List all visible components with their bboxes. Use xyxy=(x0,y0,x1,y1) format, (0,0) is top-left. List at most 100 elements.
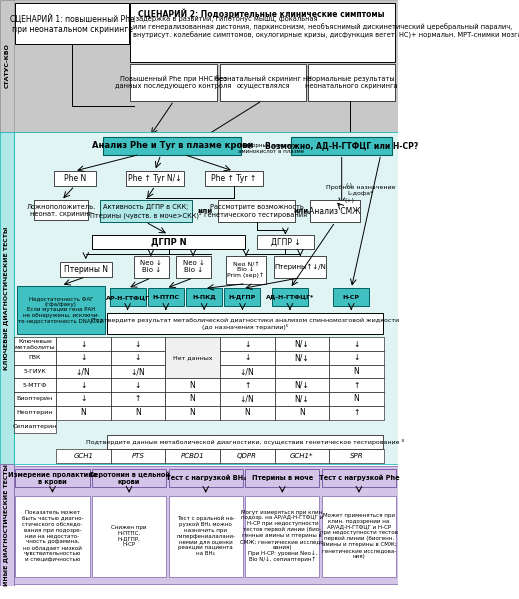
FancyBboxPatch shape xyxy=(218,201,295,222)
FancyBboxPatch shape xyxy=(14,132,398,464)
FancyBboxPatch shape xyxy=(225,289,261,306)
Text: GCH1: GCH1 xyxy=(73,453,93,459)
Text: ↓: ↓ xyxy=(135,340,141,349)
Text: Ключевые
метаболиты: Ключевые метаболиты xyxy=(15,339,55,350)
FancyBboxPatch shape xyxy=(308,63,394,101)
Text: АР-Н-ГТФЦГ: АР-Н-ГТФЦГ xyxy=(105,295,149,300)
Text: Показатель может
быть частью диагно-
стического обследо-
вания при подозре-
нии : Показатель может быть частью диагно- сти… xyxy=(22,510,83,562)
Text: ↑: ↑ xyxy=(244,381,250,390)
FancyBboxPatch shape xyxy=(130,63,217,101)
FancyBboxPatch shape xyxy=(130,3,395,62)
FancyBboxPatch shape xyxy=(226,256,266,283)
Text: ↓: ↓ xyxy=(80,395,87,404)
Text: ↑: ↑ xyxy=(353,381,360,390)
FancyBboxPatch shape xyxy=(134,256,169,278)
Text: N/↓: N/↓ xyxy=(294,340,309,349)
FancyBboxPatch shape xyxy=(53,171,96,186)
FancyBboxPatch shape xyxy=(322,496,396,577)
FancyBboxPatch shape xyxy=(275,392,329,406)
Text: Тест с нагрузкой Phe: Тест с нагрузкой Phe xyxy=(319,475,399,482)
Text: АД-Н-ГТФЦГ*: АД-Н-ГТФЦГ* xyxy=(266,295,314,300)
Text: ↓: ↓ xyxy=(80,340,87,349)
FancyBboxPatch shape xyxy=(220,449,275,462)
Text: (-): (-) xyxy=(346,183,353,188)
FancyBboxPatch shape xyxy=(291,137,392,155)
FancyBboxPatch shape xyxy=(275,379,329,392)
Text: Phe N: Phe N xyxy=(63,174,86,183)
FancyBboxPatch shape xyxy=(220,379,275,392)
FancyBboxPatch shape xyxy=(56,379,111,392)
Text: N: N xyxy=(80,408,86,417)
Text: Нормальные результаты
неонатального скрининга: Нормальные результаты неонатального скри… xyxy=(305,75,398,89)
FancyBboxPatch shape xyxy=(165,406,220,419)
FancyBboxPatch shape xyxy=(272,289,308,306)
FancyBboxPatch shape xyxy=(100,201,192,222)
FancyBboxPatch shape xyxy=(110,289,145,306)
Text: Неоптерин: Неоптерин xyxy=(17,410,53,415)
Text: N/↓: N/↓ xyxy=(294,395,309,404)
FancyBboxPatch shape xyxy=(17,286,105,334)
FancyBboxPatch shape xyxy=(111,392,165,406)
FancyBboxPatch shape xyxy=(176,256,211,278)
FancyBboxPatch shape xyxy=(14,0,398,132)
FancyBboxPatch shape xyxy=(111,379,165,392)
Text: Подтвердите результат метаболической диагностики анализом спинномозговой жидкост: Подтвердите результат метаболической диа… xyxy=(91,317,399,329)
FancyBboxPatch shape xyxy=(107,313,383,334)
Text: ↑: ↑ xyxy=(353,408,360,417)
Text: N: N xyxy=(299,408,305,417)
FancyBboxPatch shape xyxy=(56,351,111,365)
Text: Неонатальный скрининг не
осуществлялся: Неонатальный скрининг не осуществлялся xyxy=(214,75,312,89)
FancyBboxPatch shape xyxy=(14,337,56,351)
Text: (+): (+) xyxy=(345,198,354,203)
FancyBboxPatch shape xyxy=(329,365,384,379)
FancyBboxPatch shape xyxy=(56,392,111,406)
FancyBboxPatch shape xyxy=(329,379,384,392)
FancyBboxPatch shape xyxy=(0,132,14,464)
FancyBboxPatch shape xyxy=(220,365,275,379)
Text: Н-СР: Н-СР xyxy=(343,295,360,300)
FancyBboxPatch shape xyxy=(16,496,90,577)
FancyBboxPatch shape xyxy=(148,289,184,306)
Text: ГВК: ГВК xyxy=(29,355,41,361)
Text: Сепиаптерин: Сепиаптерин xyxy=(13,424,57,429)
FancyBboxPatch shape xyxy=(169,496,243,577)
Text: N: N xyxy=(189,395,196,404)
FancyBboxPatch shape xyxy=(275,449,329,462)
FancyBboxPatch shape xyxy=(16,3,129,44)
Text: ↓/N: ↓/N xyxy=(240,367,255,376)
FancyBboxPatch shape xyxy=(165,379,220,392)
FancyBboxPatch shape xyxy=(220,406,275,419)
Text: КЛЮЧЕВЫЕ ДИАГНОСТИЧЕСКИЕ ТЕСТЫ: КЛЮЧЕВЫЕ ДИАГНОСТИЧЕСКИЕ ТЕСТЫ xyxy=(4,226,9,370)
Text: ↓: ↓ xyxy=(80,353,87,362)
Text: Птерины N: Птерины N xyxy=(64,265,108,274)
Text: ↓: ↓ xyxy=(353,340,360,349)
Text: 5-ГИУК: 5-ГИУК xyxy=(23,369,46,374)
FancyBboxPatch shape xyxy=(165,449,220,462)
Text: N: N xyxy=(353,395,359,404)
FancyBboxPatch shape xyxy=(56,365,111,379)
Text: СЦЕНАРИЙ 2: Подозрительные клинические симптомы: СЦЕНАРИЙ 2: Подозрительные клинические с… xyxy=(138,9,385,19)
FancyBboxPatch shape xyxy=(169,470,243,487)
FancyBboxPatch shape xyxy=(34,201,88,220)
Text: Снижен при
Н-ПТПС,
Н-ДГПР,
Н-СР: Снижен при Н-ПТПС, Н-ДГПР, Н-СР xyxy=(112,525,147,547)
FancyBboxPatch shape xyxy=(111,449,165,462)
Text: 5-МТГФ: 5-МТГФ xyxy=(23,383,47,388)
Text: Рассмотрите возможность
генетического тестирования⁴: Рассмотрите возможность генетического те… xyxy=(204,204,309,218)
FancyBboxPatch shape xyxy=(103,137,241,155)
Text: Neo ↓
Bio ↓: Neo ↓ Bio ↓ xyxy=(140,261,162,274)
Text: Недостаточность ФАГ
(гфа/факу)
Если мутации гена РАН
не обнаружены, исключи-
те : Недостаточность ФАГ (гфа/факу) Если мута… xyxy=(18,296,103,324)
Text: ДГПР ↓: ДГПР ↓ xyxy=(270,238,301,247)
Text: Возможно, АД-Н-ГТФЦГ или Н-СР?: Возможно, АД-Н-ГТФЦГ или Н-СР? xyxy=(265,141,418,150)
FancyBboxPatch shape xyxy=(329,337,384,351)
FancyBboxPatch shape xyxy=(275,337,329,351)
FancyBboxPatch shape xyxy=(14,351,56,365)
FancyBboxPatch shape xyxy=(92,235,245,249)
FancyBboxPatch shape xyxy=(275,351,329,365)
FancyBboxPatch shape xyxy=(14,365,56,379)
Text: N: N xyxy=(189,408,196,417)
Text: ↑: ↑ xyxy=(135,395,141,404)
Text: ИНЫЕ ДИАГНОСТИЧЕСКИЕ ТЕСТЫ: ИНЫЕ ДИАГНОСТИЧЕСКИЕ ТЕСТЫ xyxy=(4,464,9,586)
Text: Могут измеряться при клин.
подозр. на АР/АД-Н-ГТФЦГ и
Н-СР при недоступности
тес: Могут измеряться при клин. подозр. на АР… xyxy=(239,510,325,562)
FancyBboxPatch shape xyxy=(165,392,220,406)
FancyBboxPatch shape xyxy=(329,392,384,406)
